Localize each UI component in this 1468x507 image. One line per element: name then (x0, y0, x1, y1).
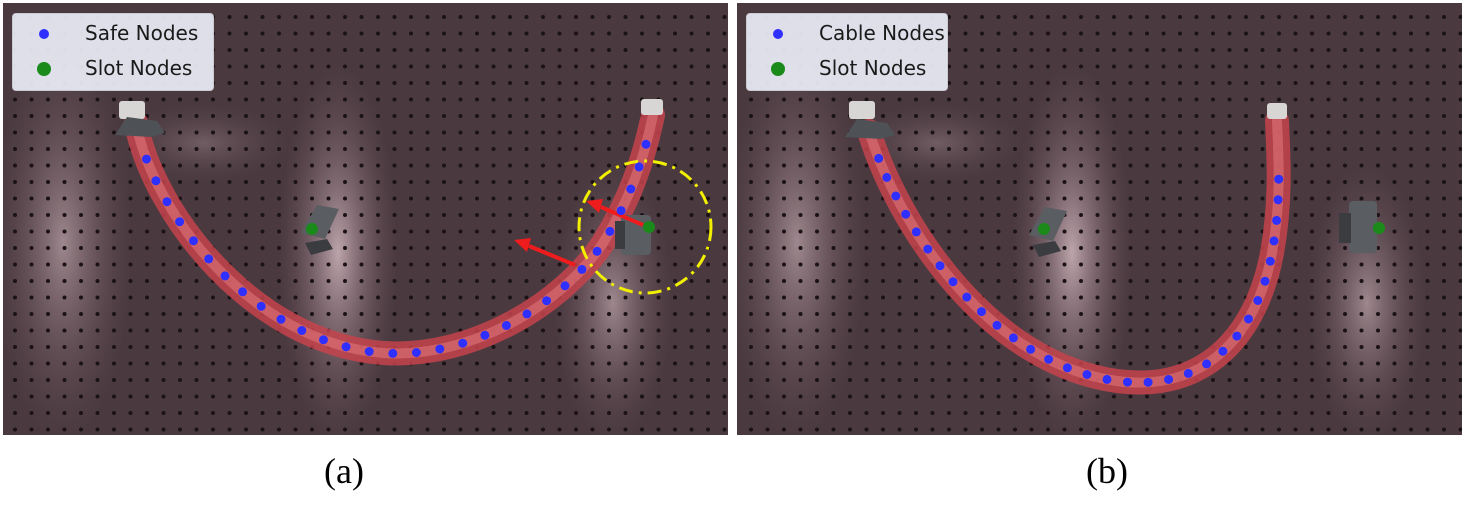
node-dot (1008, 333, 1018, 343)
node-dot (901, 209, 911, 219)
highlight-circle (577, 159, 713, 295)
node-dot (1123, 377, 1132, 387)
legend: Safe Nodes Slot Nodes (12, 13, 214, 91)
node-dot (992, 320, 1002, 330)
node-dot (923, 244, 933, 254)
node-dot (1269, 236, 1279, 246)
node-dot (480, 330, 490, 340)
node-dot (458, 338, 468, 348)
slot-clip-right-icon (1339, 201, 1377, 253)
node-dot (388, 348, 398, 358)
node-dot (1274, 174, 1284, 184)
node-dot (1273, 195, 1283, 205)
node-dot (891, 191, 901, 201)
slot-clip-middle-icon (1029, 207, 1067, 257)
node-dot (1102, 374, 1112, 384)
node-dot (1183, 368, 1193, 378)
legend-entry: Safe Nodes (13, 19, 213, 49)
node-dot (238, 287, 248, 297)
cable-end-left (119, 101, 145, 119)
node-dot (542, 296, 552, 306)
node-dot (151, 176, 161, 186)
slot-node (1038, 223, 1050, 235)
node-dot (204, 254, 214, 264)
node-dot (297, 326, 307, 335)
cable-end-right (1267, 103, 1287, 119)
node-dot (962, 292, 972, 302)
node-dot (1062, 363, 1072, 373)
node-dot (1232, 331, 1242, 341)
slot-node (1373, 222, 1385, 234)
caption-a: (a) (324, 451, 364, 491)
node-dot (1272, 215, 1282, 225)
node-dot (435, 344, 445, 354)
node-dot (276, 314, 286, 324)
legend-label: Slot Nodes (819, 56, 927, 80)
cable-end-left (849, 101, 875, 119)
legend-label: Slot Nodes (85, 56, 193, 80)
node-dot (522, 309, 532, 319)
safe-nodes (142, 139, 651, 358)
node-dot (1202, 359, 1212, 369)
node-dot (616, 206, 626, 216)
node-dot (341, 342, 351, 352)
node-dot (162, 197, 172, 207)
node-dot (1082, 370, 1092, 379)
node-dot (220, 271, 230, 281)
node-dot (1260, 276, 1270, 286)
node-dot (948, 277, 958, 287)
node-dot (1253, 296, 1263, 305)
node-dot (1026, 344, 1036, 354)
slot-node (643, 221, 655, 233)
node-dot (882, 172, 892, 182)
panel-a-image: Safe Nodes Slot Nodes (3, 3, 728, 435)
node-dot (1044, 354, 1054, 364)
node-dot (874, 153, 884, 163)
node-dot (364, 347, 374, 356)
node-dot (634, 162, 644, 172)
legend-entry: Slot Nodes (13, 54, 213, 84)
node-dot (626, 184, 636, 194)
node-dot (189, 236, 198, 246)
legend-entry: Cable Nodes (747, 19, 947, 49)
node-dot (1143, 377, 1153, 387)
left-clip-icon (115, 117, 165, 137)
node-dot (411, 348, 421, 357)
node-dot (1164, 375, 1174, 384)
node-dot (605, 226, 615, 236)
node-dot (1244, 314, 1253, 324)
cable-end-right (641, 99, 663, 115)
node-dot (935, 261, 945, 271)
left-clip-icon (845, 119, 895, 139)
legend-entry: Slot Nodes (747, 54, 947, 84)
legend: Cable Nodes Slot Nodes (746, 13, 948, 91)
node-dot (641, 139, 651, 149)
caption-b: (b) (1086, 451, 1128, 491)
node-dot (592, 246, 602, 256)
arrow-icon-lower (514, 238, 576, 267)
legend-label: Cable Nodes (819, 21, 945, 45)
node-dot (142, 154, 151, 164)
node-dot (501, 321, 511, 330)
blue-dot-icon (39, 29, 49, 39)
node-dot (1218, 346, 1228, 356)
node-dot (319, 335, 328, 345)
node-dot (1265, 256, 1275, 266)
slot-node (306, 223, 318, 235)
node-dot (977, 307, 986, 317)
node-dot (577, 264, 587, 274)
blue-dot-icon (773, 29, 783, 39)
node-dot (560, 281, 570, 291)
green-dot-icon (771, 62, 785, 76)
panel-b-image: Cable Nodes Slot Nodes (737, 3, 1462, 435)
cable-nodes (874, 153, 1284, 387)
arrow-icon-upper (586, 199, 644, 227)
green-dot-icon (37, 62, 51, 76)
node-dot (175, 217, 185, 227)
legend-label: Safe Nodes (85, 21, 199, 45)
node-dot (911, 227, 921, 237)
node-dot (256, 301, 266, 311)
